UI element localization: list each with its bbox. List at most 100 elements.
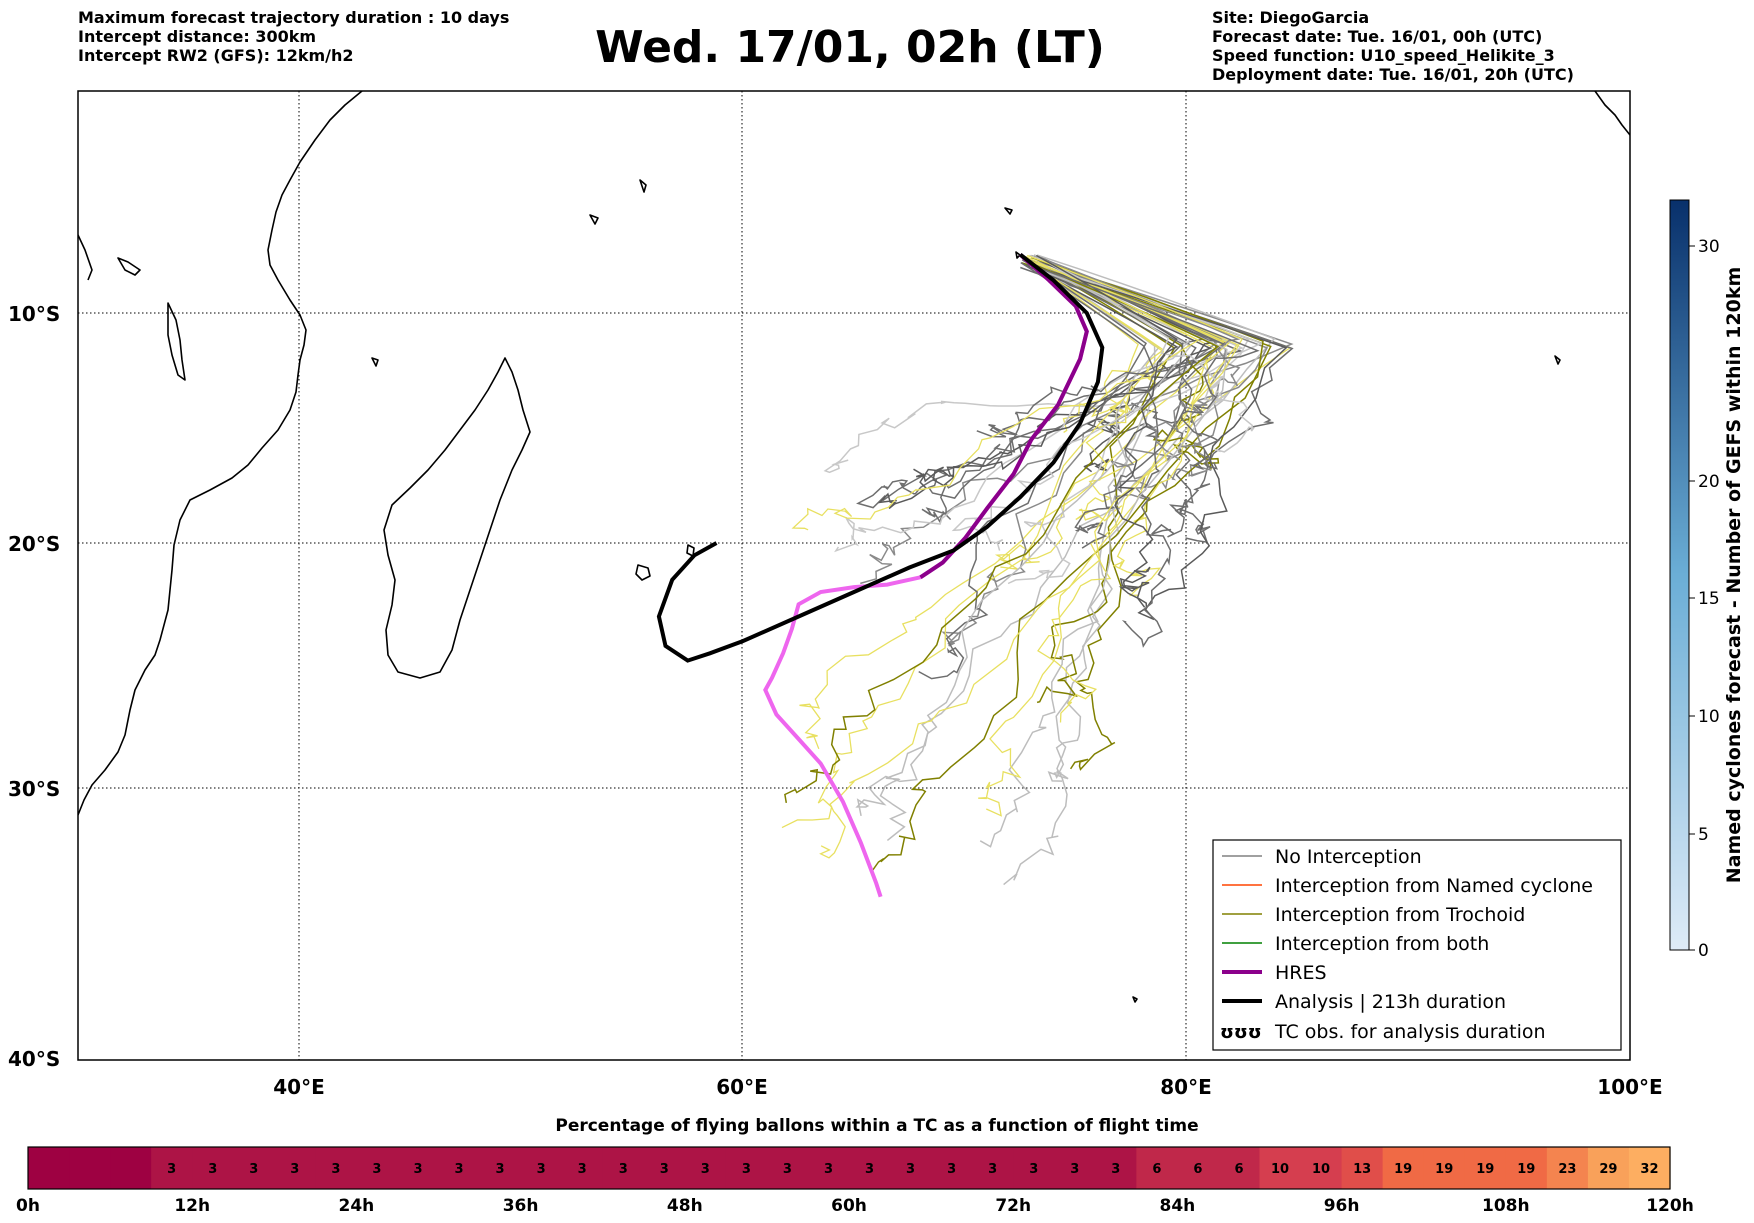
time-label: 120h (1646, 1196, 1694, 1216)
gefs-trajectory (918, 259, 1147, 680)
percentage-value: 3 (824, 1162, 833, 1177)
gefs-trajectory (1035, 254, 1178, 592)
named-cyclones-colorbar: 0 5 10 15 20 30 Named cyclones forecast - Num… (1669, 199, 1745, 961)
gefs-trajectory (1026, 263, 1269, 494)
lake-outline (117, 257, 141, 276)
chagos-island (1004, 207, 1013, 215)
time-label: 48h (667, 1196, 703, 1216)
gefs-trajectory (1031, 256, 1264, 704)
sumatra-coast (1594, 91, 1630, 136)
legend-label: No Interception (1275, 846, 1422, 868)
colorbar-tick-label: 30 (1698, 237, 1720, 257)
percentage-value: 3 (988, 1162, 997, 1177)
percentage-time-axis: 0h 12h 24h 36h 48h 60h 72h 84h 96h 108h 120h (16, 1196, 1694, 1216)
percentage-cell (1587, 1147, 1630, 1189)
percentage-cell (602, 1147, 645, 1189)
small-island (1554, 355, 1561, 365)
small-island (1132, 996, 1138, 1003)
somalia-coast (78, 234, 93, 281)
percentage-cell (28, 1147, 70, 1189)
percentage-value: 3 (167, 1162, 176, 1177)
gefs-trajectory (1026, 259, 1230, 723)
percentage-cell (151, 1147, 193, 1189)
gefs-trajectory (855, 254, 1276, 817)
lon-label: 40°E (273, 1075, 325, 1099)
gefs-trajectory (871, 262, 1272, 871)
percentage-cell (1177, 1147, 1220, 1189)
analysis-track (656, 253, 1105, 663)
percentage-cell (807, 1147, 850, 1189)
percentage-cell (725, 1147, 768, 1189)
gefs-trajectory (819, 260, 1239, 859)
gefs-trajectory (1007, 254, 1250, 585)
gefs-trajectory (1027, 263, 1288, 621)
header-right: Site: DiegoGarcia Forecast date: Tue. 16… (1212, 8, 1574, 84)
percentage-cell (643, 1147, 686, 1189)
header-left-line: Intercept RW2 (GFS): 12km/h2 (78, 46, 354, 65)
gefs-trajectory (976, 259, 1226, 438)
gefs-trajectory (781, 267, 1165, 829)
percentage-cell (931, 1147, 973, 1189)
seychelles-island (589, 214, 599, 225)
percentage-value: 3 (1111, 1162, 1120, 1177)
map-gridlines (78, 91, 1630, 1060)
time-label: 36h (503, 1196, 539, 1216)
percentage-cell (438, 1147, 481, 1189)
lat-label: 40°S (8, 1047, 60, 1071)
time-label: 84h (1160, 1196, 1196, 1216)
percentage-value: 19 (1394, 1162, 1412, 1177)
percentage-value: 3 (783, 1162, 792, 1177)
percentage-cell (520, 1147, 563, 1189)
lon-label: 60°E (716, 1075, 768, 1099)
percentage-cell (561, 1147, 604, 1189)
gefs-trajectory (979, 265, 1228, 848)
comoros-island (371, 357, 379, 367)
time-label: 12h (174, 1196, 210, 1216)
percentage-value: 3 (578, 1162, 587, 1177)
gefs-trajectory (978, 254, 1244, 817)
percentage-value: 3 (1070, 1162, 1079, 1177)
lat-label: 10°S (8, 302, 60, 326)
colorbar-tick-label: 10 (1698, 707, 1720, 727)
percentage-value: 3 (331, 1162, 340, 1177)
lake-outline (167, 302, 186, 381)
percentage-cell (1628, 1147, 1671, 1189)
gefs-trajectory (1023, 259, 1193, 549)
legend-box (1212, 839, 1622, 1051)
percentage-value: 19 (1517, 1162, 1535, 1177)
percentage-value: 3 (701, 1162, 710, 1177)
lat-label: 20°S (8, 532, 60, 556)
percentage-cell (972, 1147, 1014, 1189)
percentage-value: 23 (1558, 1162, 1576, 1177)
hres-track-early (919, 253, 1089, 579)
percentage-cell (315, 1147, 357, 1189)
gefs-trajectory (791, 256, 1200, 531)
percentage-cell (1546, 1147, 1589, 1189)
percentage-value: 6 (1193, 1162, 1202, 1177)
percentage-value: 3 (1029, 1162, 1038, 1177)
percentage-cell (1464, 1147, 1507, 1189)
percentage-value: 3 (249, 1162, 258, 1177)
percentage-cell (1505, 1147, 1548, 1189)
header-left-line: Intercept distance: 300km (78, 27, 317, 46)
percentage-cell (890, 1147, 932, 1189)
percentage-value: 3 (208, 1162, 217, 1177)
colorbar-label: Named cyclones forecast - Number of GEFS… (1723, 267, 1745, 884)
percentage-cell (849, 1147, 891, 1189)
legend-label: Interception from Named cyclone (1275, 875, 1593, 897)
time-label: 72h (995, 1196, 1031, 1216)
legend-label: HRES (1275, 962, 1327, 984)
percentage-value: 3 (413, 1162, 422, 1177)
legend: No Interception Interception from Named … (1212, 839, 1622, 1051)
gefs-trajectory (1031, 265, 1227, 510)
percentage-cell (1095, 1147, 1137, 1189)
gefs-trajectory (1036, 263, 1211, 544)
percentage-bar-title: Percentage of flying ballons within a TC… (555, 1116, 1199, 1136)
gefs-trajectory (879, 262, 1192, 841)
percentage-cell (397, 1147, 440, 1189)
reunion-island (635, 564, 651, 581)
percentage-value: 3 (947, 1162, 956, 1177)
percentage-cell (1054, 1147, 1096, 1189)
percentage-value: 3 (619, 1162, 628, 1177)
